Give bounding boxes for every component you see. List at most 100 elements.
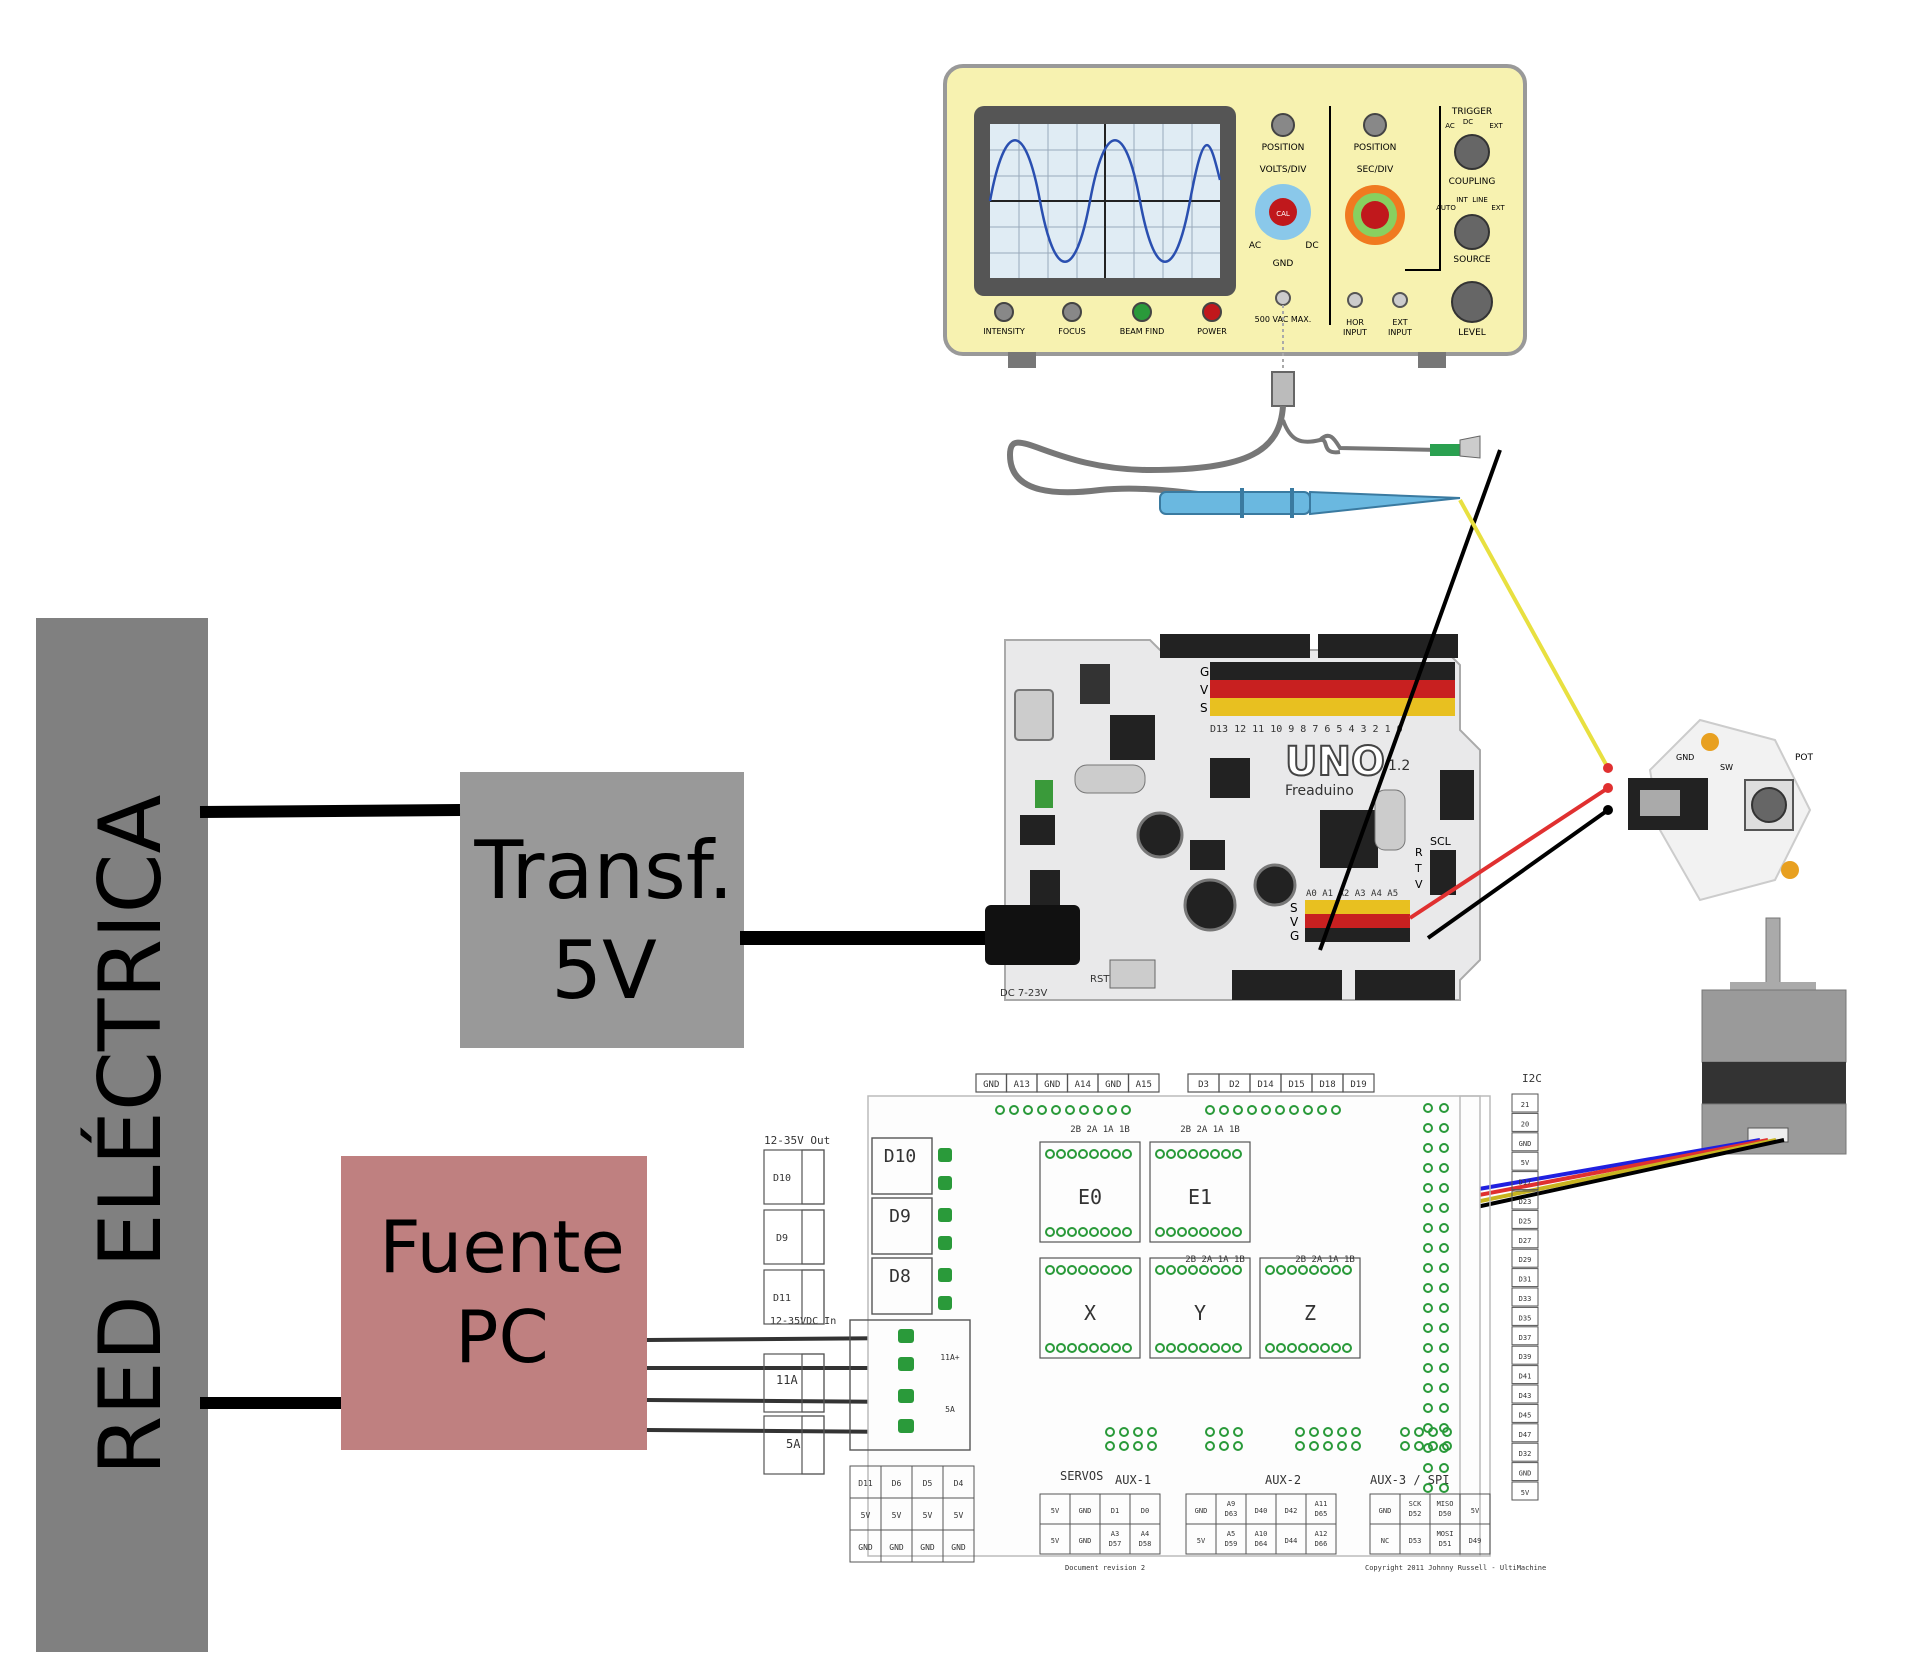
- coupling-knob[interactable]: [1454, 134, 1490, 170]
- svg-text:R: R: [1415, 846, 1423, 859]
- output-cell: [763, 1209, 825, 1265]
- right-pin-label: D35: [1519, 1314, 1532, 1322]
- svg-text:CAL: CAL: [1276, 210, 1290, 218]
- right-pin-label: D45: [1519, 1411, 1532, 1419]
- right-pin-label: 20: [1521, 1120, 1529, 1128]
- driver-pin: [1166, 1149, 1176, 1159]
- driver-pin: [1199, 1265, 1209, 1275]
- wire-joystick-vcc: [1408, 786, 1610, 920]
- sec-div-knob[interactable]: [1361, 201, 1389, 229]
- aux2-label: D44: [1285, 1537, 1298, 1545]
- driver-pin: [1221, 1149, 1231, 1159]
- driver-pin: [1078, 1265, 1088, 1275]
- focus-knob[interactable]: [1062, 302, 1082, 322]
- driver-pin: [1155, 1227, 1165, 1237]
- intensity-knob[interactable]: [994, 302, 1014, 322]
- aux2-label: A12: [1315, 1530, 1328, 1538]
- driver-pin: [1276, 1265, 1286, 1275]
- driver-pin: [1177, 1149, 1187, 1159]
- aux3-label: 5V: [1471, 1507, 1480, 1515]
- arduino-brand: UNO: [1285, 739, 1385, 785]
- driver-pin: [1111, 1149, 1121, 1159]
- driver-pin: [1067, 1343, 1077, 1353]
- aux-pin: [1323, 1427, 1333, 1437]
- top-pin: [995, 1105, 1005, 1115]
- top-header-left-label: GND: [983, 1080, 999, 1090]
- rotary-knob[interactable]: [1751, 787, 1787, 823]
- right-pin-cell: [1511, 1093, 1539, 1113]
- volts-div-knob[interactable]: [1269, 198, 1297, 226]
- right-pin-label: D33: [1519, 1295, 1532, 1303]
- stepper-motor: [1701, 917, 1847, 1155]
- right-pin-cell: [1511, 1481, 1539, 1501]
- svg-text:T: T: [1414, 862, 1422, 875]
- source-knob[interactable]: [1454, 214, 1490, 250]
- aux-pin: [1442, 1427, 1452, 1437]
- driver-pin: [1309, 1343, 1319, 1353]
- top-pin: [1107, 1105, 1117, 1115]
- aux-pin: [1147, 1427, 1157, 1437]
- driver-pin: [1210, 1149, 1220, 1159]
- svg-text:AUX-1: AUX-1: [1115, 1473, 1151, 1487]
- wire-probe-ground: [1318, 449, 1502, 951]
- ch1-input-bnc[interactable]: [1275, 290, 1291, 306]
- ext-input-bnc[interactable]: [1392, 292, 1408, 308]
- aux3-label: D53: [1409, 1537, 1422, 1545]
- driver-pin: [1177, 1265, 1187, 1275]
- right-pin-label: 5V: [1521, 1159, 1530, 1167]
- top-header-left-label: A13: [1014, 1080, 1030, 1090]
- svg-text:EXT: EXT: [1491, 204, 1505, 212]
- driver-pin: [1199, 1227, 1209, 1237]
- top-pin: [1023, 1105, 1033, 1115]
- svg-text:GND: GND: [1273, 259, 1294, 269]
- header-pin: [1423, 1363, 1433, 1373]
- aux-pin: [1351, 1427, 1361, 1437]
- svg-text:1.2: 1.2: [1388, 758, 1410, 774]
- input-terminal: [801, 1415, 825, 1475]
- beam-find-button[interactable]: [1132, 302, 1152, 322]
- aux2-label: D64: [1255, 1540, 1268, 1548]
- header-pin: [1423, 1323, 1433, 1333]
- svg-text:D13 12 11 10 9 8 7 6 5 4: D13 12 11 10 9 8 7 6 5 4 3 2 1 0: [1210, 724, 1403, 735]
- aux-pin: [1219, 1441, 1229, 1451]
- driver-label: Y: [1194, 1301, 1206, 1325]
- position-knob-left[interactable]: [1271, 113, 1295, 137]
- aux2-label: D63: [1225, 1510, 1238, 1518]
- top-pin: [1233, 1105, 1243, 1115]
- svg-text:AC: AC: [1445, 122, 1455, 130]
- aux1-label: 5V: [1051, 1507, 1060, 1515]
- top-header-left-label: A14: [1075, 1080, 1091, 1090]
- servo-label: 5V: [923, 1511, 933, 1520]
- servo-label: D4: [954, 1479, 964, 1488]
- aux2-cell: [1305, 1523, 1337, 1555]
- position-knob-right[interactable]: [1363, 113, 1387, 137]
- right-pin-cell: [1511, 1287, 1539, 1307]
- driver-pin: [1045, 1265, 1055, 1275]
- driver-pin: [1177, 1227, 1187, 1237]
- driver-pin: [1155, 1343, 1165, 1353]
- usb-connector[interactable]: [1014, 689, 1054, 741]
- driver-pin: [1287, 1343, 1297, 1353]
- hor-input-bnc[interactable]: [1347, 292, 1363, 308]
- right-pin-cell: [1511, 1248, 1539, 1268]
- driver-pin: [1166, 1265, 1176, 1275]
- driver-pin: [1221, 1343, 1231, 1353]
- driver-pin: [1122, 1265, 1132, 1275]
- power-button[interactable]: [1202, 302, 1222, 322]
- driver-pin: [1210, 1227, 1220, 1237]
- mains-block: [36, 618, 208, 1652]
- top-pin: [1331, 1105, 1341, 1115]
- driver-pin: [1188, 1227, 1198, 1237]
- right-pin-label: D25: [1519, 1217, 1532, 1225]
- aux1-label: D57: [1109, 1540, 1122, 1548]
- dc-power-jack[interactable]: [985, 905, 1080, 965]
- wire-probe-signal: [1458, 499, 1610, 769]
- driver-pin: [1166, 1227, 1176, 1237]
- driver-pin: [1056, 1343, 1066, 1353]
- driver-pin: [1221, 1227, 1231, 1237]
- aux-pin: [1295, 1427, 1305, 1437]
- driver-pin: [1067, 1265, 1077, 1275]
- aux2-label: D40: [1255, 1507, 1268, 1515]
- servo-label: GND: [920, 1543, 935, 1552]
- level-knob[interactable]: [1451, 281, 1493, 323]
